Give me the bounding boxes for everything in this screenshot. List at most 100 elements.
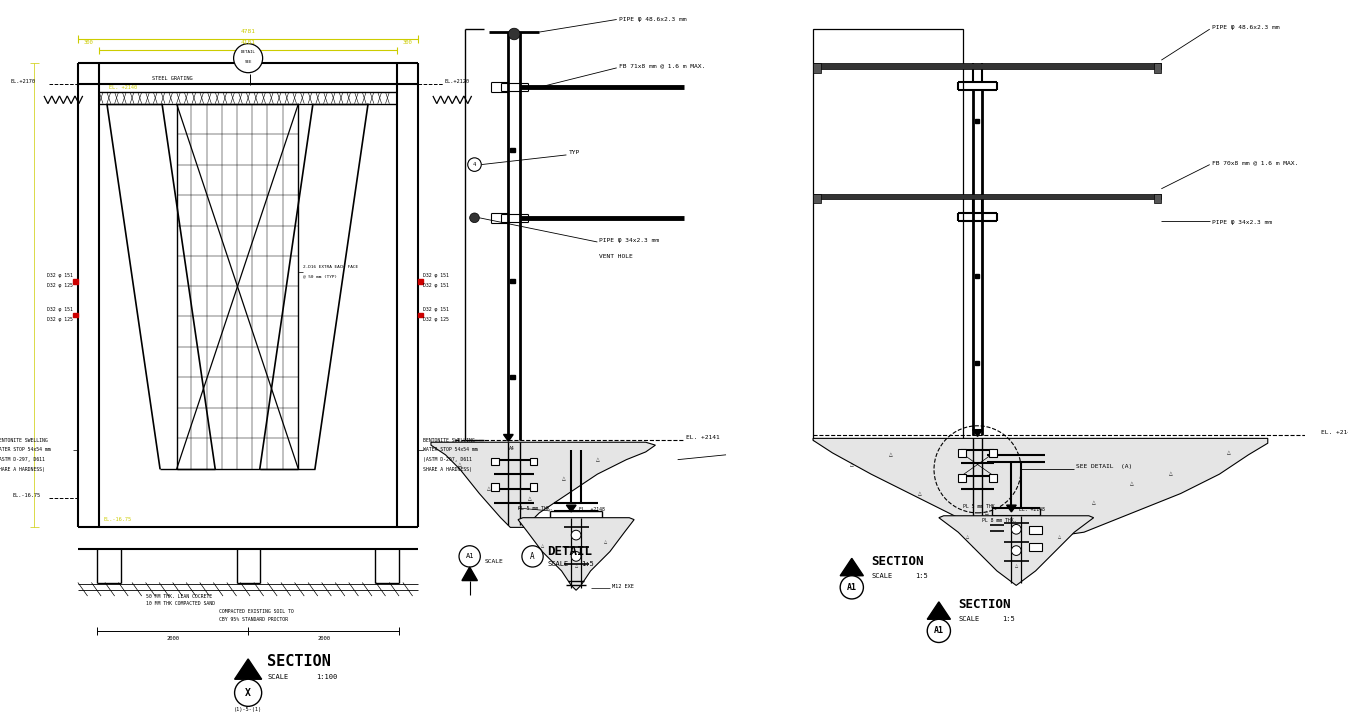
- Text: BENTONITE SWELLING: BENTONITE SWELLING: [423, 438, 474, 443]
- Text: 1:100: 1:100: [315, 674, 337, 681]
- Bar: [491, 458, 499, 466]
- Text: A1: A1: [847, 583, 857, 592]
- Polygon shape: [973, 430, 983, 436]
- Bar: [975, 274, 980, 278]
- Bar: [1029, 526, 1042, 534]
- Text: △: △: [1058, 535, 1061, 539]
- Polygon shape: [504, 435, 514, 441]
- Text: 4181: 4181: [241, 40, 256, 45]
- Text: PIPE φ 48.6x2.3 mm: PIPE φ 48.6x2.3 mm: [1212, 25, 1279, 30]
- Text: PIPE φ 34x2.3 mm: PIPE φ 34x2.3 mm: [600, 237, 659, 242]
- Text: △: △: [562, 477, 565, 482]
- Text: COMPACTED EXISTING SOIL TO: COMPACTED EXISTING SOIL TO: [220, 609, 294, 614]
- Text: SCALE: SCALE: [871, 572, 892, 579]
- Text: △: △: [604, 540, 607, 544]
- Text: 10 MM THK COMPACTED SAND: 10 MM THK COMPACTED SAND: [146, 601, 214, 606]
- Text: (1)-5-(1): (1)-5-(1): [235, 707, 263, 712]
- Text: FB 71x8 mm @ 1.6 m MAX.: FB 71x8 mm @ 1.6 m MAX.: [619, 63, 705, 68]
- Bar: [958, 449, 967, 456]
- Bar: [813, 63, 821, 73]
- Text: BENTONITE SWELLING: BENTONITE SWELLING: [0, 438, 47, 443]
- Text: △: △: [487, 486, 491, 491]
- Bar: [1154, 194, 1162, 203]
- Bar: [1154, 63, 1162, 73]
- Text: 300: 300: [84, 40, 93, 45]
- Polygon shape: [813, 438, 1267, 547]
- Polygon shape: [462, 567, 477, 580]
- Text: A4: A4: [510, 446, 515, 451]
- Bar: [491, 483, 499, 490]
- Text: △: △: [967, 535, 969, 539]
- Circle shape: [469, 213, 480, 223]
- Text: PIPE φ 34x2.3 mm: PIPE φ 34x2.3 mm: [1212, 220, 1271, 225]
- Bar: [530, 458, 538, 466]
- Text: STEEL GRATING: STEEL GRATING: [152, 76, 193, 81]
- Bar: [418, 279, 423, 283]
- Text: SCALE: SCALE: [958, 616, 980, 622]
- Text: D32 φ 151: D32 φ 151: [423, 283, 449, 288]
- Text: △: △: [1092, 500, 1096, 505]
- Text: △: △: [596, 457, 600, 462]
- Bar: [975, 361, 980, 365]
- Text: A1: A1: [465, 554, 474, 559]
- Text: △: △: [985, 510, 989, 516]
- Polygon shape: [235, 659, 262, 679]
- Text: △: △: [458, 462, 462, 467]
- Text: 4: 4: [473, 162, 476, 167]
- Bar: [958, 474, 967, 482]
- Text: D32 φ 151: D32 φ 151: [423, 307, 449, 312]
- Text: SCALE: SCALE: [547, 561, 569, 567]
- Circle shape: [508, 28, 520, 40]
- Text: 1:5: 1:5: [1002, 616, 1015, 622]
- Circle shape: [1011, 524, 1020, 534]
- Polygon shape: [927, 602, 950, 619]
- Text: 4781: 4781: [241, 29, 256, 34]
- Text: 300: 300: [403, 40, 412, 45]
- Text: EL. +2148: EL. +2148: [1019, 508, 1045, 513]
- Text: SHARE A HARDNESS): SHARE A HARDNESS): [0, 466, 44, 472]
- Text: PL 5 mm THK.: PL 5 mm THK.: [518, 505, 553, 510]
- Circle shape: [460, 546, 480, 567]
- Text: SEE DETAIL  (A): SEE DETAIL (A): [1076, 464, 1132, 469]
- Text: WATER STOP 54x54 mm: WATER STOP 54x54 mm: [423, 448, 477, 453]
- Text: PIPE φ 48.6x2.3 mm: PIPE φ 48.6x2.3 mm: [619, 17, 686, 22]
- Text: D32 φ 125: D32 φ 125: [47, 317, 73, 322]
- Text: DETAIL: DETAIL: [241, 50, 256, 54]
- Text: EL.-16.75: EL.-16.75: [12, 493, 40, 498]
- Polygon shape: [566, 505, 576, 512]
- Circle shape: [927, 619, 950, 642]
- Text: SECTION: SECTION: [958, 598, 1011, 611]
- Text: EL. +2140: EL. +2140: [109, 84, 137, 89]
- Text: △: △: [918, 491, 922, 496]
- Bar: [813, 29, 962, 441]
- Text: TYP: TYP: [569, 151, 580, 156]
- Text: SEE: SEE: [244, 60, 252, 64]
- Circle shape: [572, 530, 581, 540]
- Text: EL.-16.75: EL.-16.75: [104, 517, 132, 522]
- Text: SCALE: SCALE: [484, 559, 503, 564]
- Text: M12 EXE: M12 EXE: [612, 584, 634, 589]
- Bar: [73, 279, 78, 283]
- Text: △: △: [888, 452, 892, 457]
- Text: △: △: [528, 496, 531, 501]
- Text: SHARE A HARDNESS): SHARE A HARDNESS): [423, 466, 472, 472]
- Text: 2-D16 EXTRA EACH FACE: 2-D16 EXTRA EACH FACE: [303, 265, 359, 269]
- Text: △: △: [1169, 472, 1173, 477]
- Text: EL. +2140: EL. +2140: [1321, 430, 1348, 435]
- Bar: [511, 279, 515, 283]
- Bar: [418, 313, 423, 317]
- Bar: [511, 376, 515, 379]
- Text: EL. +2148: EL. +2148: [580, 508, 605, 513]
- Bar: [511, 148, 515, 152]
- Text: (ASTM D-297, D611: (ASTM D-297, D611: [0, 457, 44, 462]
- Polygon shape: [518, 518, 634, 590]
- Text: 1:5: 1:5: [915, 572, 927, 579]
- Text: A1: A1: [934, 627, 944, 635]
- Polygon shape: [938, 516, 1093, 585]
- Text: A: A: [530, 552, 535, 561]
- Text: DETAIL: DETAIL: [547, 545, 592, 558]
- Bar: [975, 119, 980, 123]
- Circle shape: [233, 44, 263, 73]
- Bar: [813, 194, 1162, 200]
- Text: EL.+2120: EL.+2120: [445, 79, 469, 84]
